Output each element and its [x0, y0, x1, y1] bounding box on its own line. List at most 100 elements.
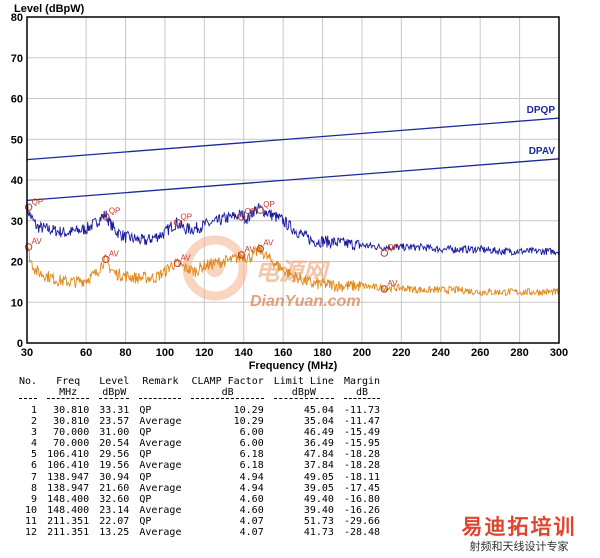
header-unit: dB	[191, 387, 264, 399]
table-row: 12 211.351 13.25 Average 4.07 41.73 -28.48	[14, 527, 385, 538]
table-header-cell: CLAMP Factor dB	[186, 376, 268, 399]
x-tick-label: 260	[471, 347, 489, 359]
x-tick-label: 280	[510, 347, 528, 359]
table-cell: 9	[31, 493, 38, 505]
table-cell: 23.14	[99, 504, 130, 516]
header-title: CLAMP Factor	[191, 376, 264, 387]
table-cell: 10	[25, 504, 38, 516]
results-table: No. Freq MHz Level dBpW Remark CLAMP Factor d…	[14, 376, 385, 538]
table-cell: 20.54	[99, 438, 130, 450]
header-unit	[19, 387, 38, 399]
table-cell: 49.40	[303, 493, 334, 505]
marker-point	[24, 203, 33, 211]
header-title: Level	[99, 376, 130, 387]
table-cell: -16.26	[343, 504, 381, 516]
table-cell: 47.84	[303, 449, 334, 461]
marker-point	[237, 251, 246, 259]
table-cell: 4.07	[239, 515, 264, 527]
table-cell: 6.00	[239, 438, 264, 450]
table-cell: Average	[139, 527, 182, 539]
x-tick-labels: 30 60 80 100 120 140 160 180 200 220 240 260 280 300	[21, 347, 568, 359]
table-header-cell: Remark	[134, 376, 186, 399]
x-tick-label: 120	[195, 347, 213, 359]
x-tick-label: 180	[313, 347, 331, 359]
y-tick-label: 80	[11, 12, 23, 24]
table-cell: 37.84	[303, 460, 334, 472]
limit-line-dpav	[26, 158, 560, 202]
brand-name: 易迪拓培训	[461, 515, 577, 539]
y-tick-label: 0	[17, 338, 23, 350]
table-cell: 45.04	[303, 405, 334, 416]
marker-point	[24, 243, 33, 251]
x-tick-label: 160	[274, 347, 292, 359]
table-cell: 30.94	[99, 471, 130, 483]
limit-line-dpqp	[26, 117, 560, 161]
header-title: Limit Line	[273, 376, 334, 387]
table-cell: -18.28	[343, 449, 381, 461]
table-cell: 29.56	[99, 449, 130, 461]
marker-label: QP	[245, 207, 257, 216]
marker-label: AV	[32, 237, 43, 246]
y-tick-label: 40	[11, 175, 23, 187]
table-cell: 23.57	[99, 416, 130, 428]
table-cell: 10.29	[233, 416, 264, 428]
table-cell: 3	[31, 427, 38, 439]
table-cell: 21.60	[99, 482, 130, 494]
limit-label-dpav: DPAV	[529, 146, 556, 157]
table-cell: QP	[139, 405, 152, 416]
table-cell: 30.810	[53, 416, 90, 428]
table-cell: -18.28	[343, 460, 381, 472]
limit-label-dpqp: DPQP	[527, 105, 556, 116]
table-cell: 10.29	[233, 405, 264, 416]
results-table-area: No. Freq MHz Level dBpW Remark CLAMP Factor d…	[0, 372, 600, 558]
y-tick-label: 30	[11, 216, 23, 228]
brand-logo: 易迪拓培训 射频和天线设计专家	[444, 514, 594, 554]
table-row: 11 211.351 22.07 QP 4.07 51.73 -29.66	[14, 516, 385, 527]
table-header-cell: Limit Line dBpW	[269, 376, 339, 399]
marker-label: AV	[387, 279, 398, 288]
marker-label: AV	[245, 245, 256, 254]
marker-label: QP	[181, 213, 193, 222]
marker-point	[102, 255, 110, 263]
table-cell: 39.40	[303, 504, 334, 516]
y-tick-label: 10	[11, 297, 23, 309]
table-cell: -17.45	[343, 482, 381, 494]
table-cell: 4.07	[239, 527, 264, 539]
table-cell: 2	[31, 416, 38, 428]
table-cell: 138.947	[47, 482, 90, 494]
header-unit: MHz	[47, 387, 90, 399]
header-title: Remark	[142, 376, 179, 387]
marker-label: QP	[32, 197, 44, 206]
watermark-text-en: DianYuan.com	[250, 293, 361, 310]
table-header-cell: Margin dB	[339, 376, 385, 399]
table-cell: -18.11	[343, 471, 381, 483]
y-tick-labels: 0 10 20 30 40 50 60 70 80	[11, 12, 23, 350]
table-cell: -16.80	[343, 493, 381, 505]
table-cell: 4	[31, 438, 38, 450]
marker-label: AV	[109, 249, 120, 258]
quasi-peak-trace	[26, 203, 560, 257]
table-cell: 106.410	[47, 449, 90, 461]
marker-point	[173, 259, 182, 267]
header-title: No.	[19, 376, 38, 387]
table-cell: 138.947	[47, 471, 90, 483]
table-cell: 22.07	[99, 515, 130, 527]
table-cell: 148.400	[47, 493, 90, 505]
table-header-cell: Freq MHz	[42, 376, 94, 399]
table-cell: 36.49	[303, 438, 334, 450]
table-cell: -15.49	[343, 427, 381, 439]
table-cell: 4.60	[239, 504, 264, 516]
table-cell: -29.66	[343, 515, 381, 527]
marker-point	[380, 249, 389, 257]
table-cell: 106.410	[47, 460, 90, 472]
table-cell: 32.60	[99, 493, 130, 505]
table-cell: -28.48	[343, 527, 381, 539]
header-title: Margin	[343, 376, 381, 387]
marker-point	[256, 245, 264, 253]
table-cell: Average	[139, 482, 182, 494]
marker-label: AV	[263, 239, 274, 248]
table-cell: 30.810	[53, 405, 90, 416]
x-axis-label: Frequency (MHz)	[249, 360, 338, 372]
table-cell: QP	[139, 515, 152, 527]
table-cell: -15.95	[343, 438, 381, 450]
